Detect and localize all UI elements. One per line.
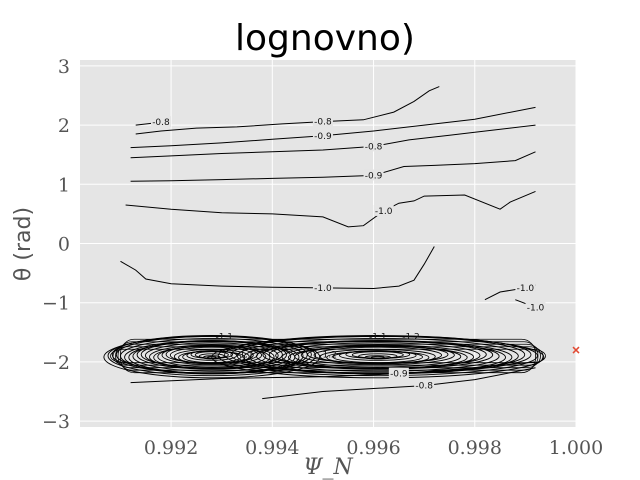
contour-label: -0.8 — [415, 382, 433, 392]
dense-contour-outline — [115, 343, 541, 369]
dense-contour-ring — [103, 335, 321, 379]
x-tick-label: 0.994 — [245, 437, 299, 459]
contour-line — [130, 124, 536, 159]
contour-label: -1.0 — [375, 207, 393, 217]
dense-contour-outline — [120, 338, 536, 374]
contour-labels: -0.8 -0.8 -0.9 -0.8 -0.9 -1.0 -1.0 -1.0 -1.0 -0.9… — [150, 115, 546, 392]
contour-label-bg — [388, 367, 409, 379]
marker-stroke — [572, 346, 580, 354]
contour-label: -0.8 — [314, 118, 332, 128]
y-tick-label: −2 — [42, 352, 70, 374]
band-contour-label: -1.1 — [215, 332, 233, 342]
band-contour-label: -1.2 — [402, 332, 420, 342]
contour-label: -1.0 — [314, 284, 332, 294]
y-tick-label: 3 — [58, 56, 70, 78]
band-contour-label: -1.1 — [236, 350, 254, 360]
dense-contour-outline — [110, 348, 546, 364]
dense-contour-outline — [117, 341, 539, 371]
x-tick-label: 0.998 — [448, 437, 502, 459]
contour-label: -0.8 — [152, 118, 170, 128]
contour-label-bg — [515, 281, 536, 293]
contour-line — [262, 367, 536, 400]
x-tick-label: 1.000 — [549, 437, 603, 459]
dense-contour-outline — [112, 346, 544, 366]
dense-contour-ring — [161, 345, 263, 366]
contour-label-bg — [525, 301, 546, 313]
contour-label-bg — [373, 204, 394, 216]
contour-label-bg — [312, 129, 333, 141]
y-tick-labels: −3 −2 −1 0 1 2 3 — [42, 56, 70, 433]
contour-label-bg — [312, 115, 333, 127]
y-tick-label: 0 — [58, 234, 70, 256]
dense-contour-ring — [107, 335, 317, 377]
contour-label: -0.9 — [390, 370, 408, 380]
dense-contour-ring — [217, 335, 538, 377]
contour-line — [120, 246, 435, 290]
contour-label: -1.0 — [527, 303, 545, 313]
x-tick-labels: 0.992 0.994 0.996 0.998 1.000 — [144, 437, 603, 459]
contour-label-bg — [414, 379, 435, 391]
y-tick-label: 1 — [58, 174, 70, 196]
band-contour-label: -1.2 — [319, 350, 337, 360]
contour-label-bg — [363, 140, 384, 152]
contour-label-bg — [312, 281, 333, 293]
y-axis-label: θ (rad) — [11, 207, 36, 281]
contour-label-bg — [150, 116, 171, 128]
dense-contour-ring — [300, 345, 455, 366]
chart-title: lognovno) — [235, 18, 415, 59]
dense-contour-ring — [211, 335, 545, 379]
marker-x — [572, 346, 580, 354]
x-tick-label: 0.992 — [144, 437, 198, 459]
band-contour-label: -1.1 — [369, 332, 387, 342]
x-axis-label: Ψ_N — [303, 455, 353, 480]
contour-label: -0.9 — [314, 132, 332, 142]
dense-contour-band: -1.1-1.2-1.1-1.1-1.2 — [103, 332, 546, 379]
y-tick-label: −3 — [42, 411, 70, 433]
contour-label: -0.9 — [365, 171, 383, 181]
y-tick-label: −1 — [42, 293, 70, 315]
x-tick-label: 0.996 — [346, 437, 400, 459]
y-tick-label: 2 — [58, 115, 70, 137]
contour-label-bg — [363, 169, 384, 181]
contour-label: -1.0 — [517, 284, 535, 294]
contour-label: -0.8 — [365, 142, 383, 152]
